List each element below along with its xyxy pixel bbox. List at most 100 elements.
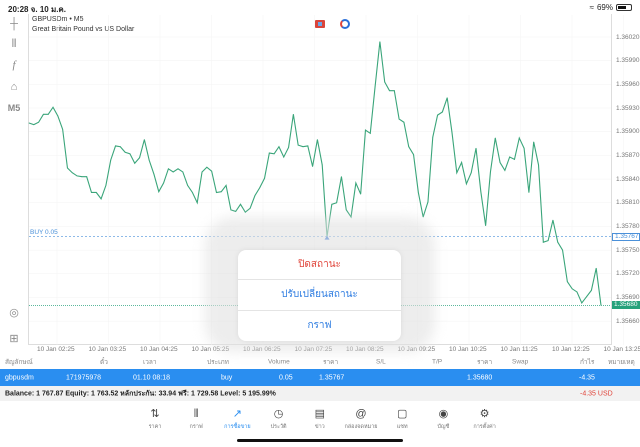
price-point (43, 113, 44, 115)
indicators-candles-icon[interactable]: ⫴ (11, 38, 17, 50)
tab-account[interactable]: ◉ บัญชี (423, 407, 463, 431)
price-tick-label: 1.35780 (616, 222, 640, 230)
price-point (196, 202, 198, 204)
price-point (341, 176, 342, 178)
price-point (417, 192, 419, 193)
price-point (590, 289, 592, 291)
price-point (528, 192, 530, 193)
column-header[interactable]: S/L (376, 358, 386, 366)
price-point (244, 211, 246, 213)
time-tick-label: 10 Jan 04:25 (140, 346, 178, 353)
arrows-up-down-icon: ⇅ (150, 408, 160, 420)
column-header[interactable]: หมายเหตุ (608, 359, 635, 366)
price-point (283, 156, 285, 158)
time-tick-label: 10 Jan 10:25 (449, 346, 487, 353)
column-header[interactable]: กำไร (580, 359, 595, 366)
price-point (153, 173, 155, 175)
price-point (446, 97, 448, 99)
time-tick-label: 10 Jan 02:25 (37, 346, 75, 353)
tab-history-clock[interactable]: ◷ ประวัติ (259, 407, 299, 431)
time-tick-label: 10 Jan 03:25 (88, 346, 127, 353)
objects-icon[interactable]: ⌂ (10, 81, 18, 93)
total-profit: -4.35 USD (580, 390, 613, 397)
trade-level-icon[interactable] (340, 19, 350, 29)
trade-chart-icon: ↗ (232, 408, 242, 420)
price-point (317, 139, 318, 141)
close-position-button[interactable]: ปิดสถานะ (238, 250, 401, 281)
time-tick-label: 10 Jan 05:25 (191, 346, 230, 353)
crosshair-icon[interactable]: ┼ (10, 18, 18, 30)
timeframe-button[interactable]: M5 (7, 103, 21, 113)
zoom-chart-icon[interactable]: ◎ (9, 307, 19, 319)
chart-button[interactable]: กราฟ (307, 319, 332, 331)
price-point (542, 241, 544, 243)
tab-trade-chart[interactable]: ↗ การซื้อขาย (217, 407, 257, 431)
time-tick-label: 10 Jan 11:25 (500, 346, 538, 353)
tab-chat[interactable]: ▢ แชท (382, 407, 422, 431)
price-point (451, 132, 453, 133)
column-header[interactable]: ราคา (477, 359, 493, 366)
price-point (163, 182, 164, 184)
tab-arrows-up-down[interactable]: ⇅ ราคา (135, 407, 175, 431)
time-tick-label: 10 Jan 13:25 (603, 346, 640, 353)
price-point (230, 209, 232, 211)
candlestick-icon: ⫴ (193, 408, 199, 420)
function-icon[interactable]: f (12, 59, 16, 71)
price-point (369, 132, 371, 134)
price-tick-label: 1.35900 (616, 128, 640, 136)
price-point (566, 281, 568, 283)
price-tick-label: 1.35810 (616, 199, 640, 207)
tab-news[interactable]: ▤ ข่าว (300, 407, 340, 431)
account-summary: Balance: 1 767.87 Equity: 1 763.52 หลักป… (0, 386, 640, 401)
modify-position-button[interactable]: ปรับเปลี่ยนสถานะ (238, 280, 401, 311)
column-header[interactable]: Swap (512, 358, 529, 366)
tab-label: กล่องจดหมาย (344, 424, 378, 430)
column-header[interactable]: ประเภท (207, 359, 229, 366)
one-click-trading-icon[interactable] (315, 20, 325, 28)
price-tick-label: 1.35930 (616, 104, 640, 112)
history-clock-icon: ◷ (273, 408, 284, 420)
price-point (456, 172, 458, 174)
symbol-description: Great Britain Pound vs US Dollar (32, 26, 135, 33)
battery-percent: 69% (596, 3, 613, 12)
column-header[interactable]: สัญลักษณ์ (5, 359, 33, 366)
column-header[interactable]: เวลา (143, 359, 157, 366)
tab-candlestick[interactable]: ⫴ กราฟ (176, 407, 216, 431)
price-point (105, 184, 107, 186)
price-point (441, 111, 443, 113)
price-point (427, 201, 429, 203)
column-header[interactable]: T/P (432, 358, 443, 366)
current-price-box: 1.35680 (612, 301, 640, 310)
price-point (307, 145, 309, 147)
price-point (71, 172, 73, 174)
time-tick-label: 10 Jan 12:25 (552, 346, 590, 353)
position-row[interactable]: gbpusdm 171975978 01.10 08:18 buy 0.05 1… (0, 369, 640, 386)
price-point (254, 195, 256, 197)
tab-label: บัญชี (437, 424, 450, 430)
column-header[interactable]: Volume (268, 358, 290, 366)
column-header[interactable]: ตั๋ว (100, 359, 108, 366)
price-point (259, 187, 261, 189)
tab-mail-at[interactable]: @ กล่องจดหมาย (341, 407, 381, 431)
price-point (28, 122, 30, 124)
price-point (302, 146, 304, 148)
price-point (235, 211, 237, 212)
row-volume: 0.05 (279, 374, 293, 381)
price-point (403, 121, 405, 123)
price-point (355, 182, 357, 184)
balance-text: Balance: 1 767.87 Equity: 1 763.52 หลักป… (5, 390, 276, 397)
row-type: buy (221, 374, 233, 381)
battery-icon (616, 4, 632, 11)
price-point (360, 193, 362, 195)
new-order-icon[interactable]: ⊞ (9, 333, 19, 345)
price-point (504, 169, 506, 171)
tab-settings-gear[interactable]: ⚙ การตั้งค่า (465, 407, 505, 431)
price-point (172, 171, 174, 173)
price-point (52, 106, 54, 108)
price-point (81, 176, 83, 178)
price-point (216, 192, 217, 193)
price-point (201, 171, 203, 173)
column-header[interactable]: ราคา (323, 359, 339, 366)
price-point (514, 158, 515, 160)
price-point (494, 137, 496, 139)
